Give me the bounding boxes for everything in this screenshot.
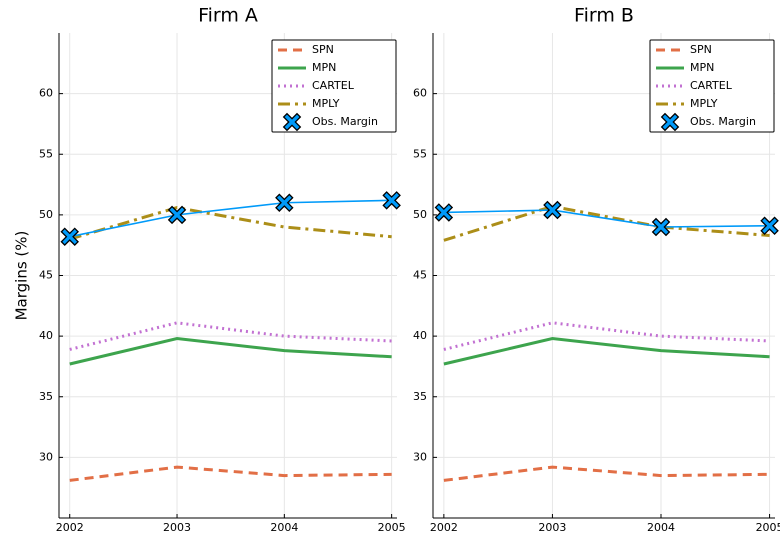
series-line <box>443 465 770 482</box>
legend-label: CARTEL <box>312 79 355 92</box>
y-axis-label: Margins (%) <box>13 231 31 321</box>
legend-label: MPLY <box>690 97 718 110</box>
y-tick-label: 35 <box>39 390 53 403</box>
legend: SPN MPN CARTEL MPLY Obs. Margin <box>649 39 775 133</box>
y-tick-label: 30 <box>413 450 427 463</box>
y-tick-label: 40 <box>39 329 53 342</box>
x-tick-label: 2003 <box>538 521 566 534</box>
y-tick-label: 60 <box>413 87 427 100</box>
series-line <box>69 199 392 238</box>
x-tick-label: 2004 <box>647 521 675 534</box>
y-tick-label: 55 <box>413 147 427 160</box>
x-tick-label: 2005 <box>756 521 780 534</box>
marker-fill <box>62 229 78 245</box>
chart-title: Firm B <box>574 5 634 27</box>
legend-label: Obs. Margin <box>690 115 756 128</box>
series-line <box>443 209 770 228</box>
x-tick-label: 2002 <box>56 521 84 534</box>
chart-title: Firm A <box>198 5 258 27</box>
y-tick-label: 45 <box>413 269 427 282</box>
plot: 30 35 40 45 50 55 60 2002 2003 2004 2005 Firm B <box>413 5 780 535</box>
y-tick-label: 55 <box>39 147 53 160</box>
y-tick-label: 30 <box>39 450 53 463</box>
legend-box <box>649 39 775 133</box>
legend-label: SPN <box>690 43 712 56</box>
y-tick-label: 45 <box>39 269 53 282</box>
y-tick-label: 35 <box>413 390 427 403</box>
series-line <box>69 321 392 351</box>
marker-fill <box>662 114 678 130</box>
marker-fill <box>276 195 292 211</box>
x-tick-label: 2002 <box>430 521 458 534</box>
x-tick-label: 2003 <box>163 521 191 534</box>
legend-label: MPLY <box>312 97 340 110</box>
legend-box <box>271 39 397 133</box>
series-line <box>69 206 392 241</box>
series-line <box>69 465 392 482</box>
marker-fill <box>653 219 669 235</box>
x-tick-label: 2004 <box>270 521 298 534</box>
y-tick-label: 50 <box>413 208 427 221</box>
y-tick-label: 40 <box>413 329 427 342</box>
series-line <box>443 337 770 366</box>
marker-fill <box>284 114 300 130</box>
marker-fill <box>384 192 400 208</box>
y-tick-label: 50 <box>39 208 53 221</box>
legend-label: CARTEL <box>690 79 733 92</box>
marker-fill <box>762 218 777 234</box>
legend-label: MPN <box>312 61 336 74</box>
x-tick-label: 2005 <box>378 521 406 534</box>
marker-fill <box>436 205 452 220</box>
legend: SPN MPN CARTEL MPLY Obs. Margin <box>271 39 397 133</box>
series-line <box>443 321 770 351</box>
legend-label: Obs. Margin <box>312 115 378 128</box>
marker-fill <box>545 202 560 218</box>
legend-label: SPN <box>312 43 334 56</box>
series-line <box>443 204 770 242</box>
series-line <box>69 337 392 366</box>
marker-fill <box>169 207 185 223</box>
y-tick-label: 60 <box>39 87 53 100</box>
legend-label: MPN <box>690 61 714 74</box>
